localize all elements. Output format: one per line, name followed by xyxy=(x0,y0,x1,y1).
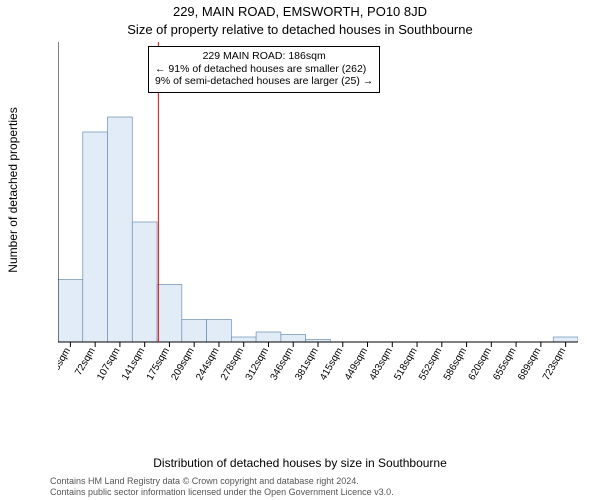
footnote: Contains HM Land Registry data © Crown c… xyxy=(50,476,590,499)
svg-text:141sqm: 141sqm xyxy=(120,346,147,382)
svg-text:175sqm: 175sqm xyxy=(145,346,172,382)
svg-text:209sqm: 209sqm xyxy=(169,346,196,382)
svg-text:586sqm: 586sqm xyxy=(442,346,469,382)
chart-annotation-box: 229 MAIN ROAD: 186sqm ← 91% of detached … xyxy=(148,46,380,93)
svg-text:312sqm: 312sqm xyxy=(244,346,271,382)
annotation-smaller-share: ← 91% of detached houses are smaller (26… xyxy=(155,63,373,76)
chart-subtitle: Size of property relative to detached ho… xyxy=(0,22,600,37)
svg-text:655sqm: 655sqm xyxy=(491,346,518,382)
svg-text:278sqm: 278sqm xyxy=(219,346,246,382)
svg-text:381sqm: 381sqm xyxy=(293,346,320,382)
svg-text:107sqm: 107sqm xyxy=(95,346,122,382)
annotation-larger-share: 9% of semi-detached houses are larger (2… xyxy=(155,75,373,88)
svg-text:38sqm: 38sqm xyxy=(58,346,73,377)
footnote-line-2: Contains public sector information licen… xyxy=(50,487,394,497)
chart-plot-area: 02040608010012038sqm72sqm107sqm141sqm175… xyxy=(58,42,578,387)
svg-text:518sqm: 518sqm xyxy=(392,346,419,382)
svg-text:415sqm: 415sqm xyxy=(318,346,345,382)
x-axis-label: Distribution of detached houses by size … xyxy=(0,456,600,470)
svg-text:72sqm: 72sqm xyxy=(73,346,98,377)
y-axis-label: Number of detached properties xyxy=(6,0,22,440)
footnote-line-1: Contains HM Land Registry data © Crown c… xyxy=(50,476,359,486)
chart-title: 229, MAIN ROAD, EMSWORTH, PO10 8JD xyxy=(0,4,600,19)
svg-text:346sqm: 346sqm xyxy=(269,346,296,382)
annotation-property: 229 MAIN ROAD: 186sqm xyxy=(155,50,373,63)
svg-text:723sqm: 723sqm xyxy=(541,346,568,382)
svg-text:689sqm: 689sqm xyxy=(516,346,543,382)
svg-text:483sqm: 483sqm xyxy=(368,346,395,382)
svg-text:552sqm: 552sqm xyxy=(417,346,444,382)
svg-text:244sqm: 244sqm xyxy=(194,346,221,382)
svg-text:620sqm: 620sqm xyxy=(467,346,494,382)
svg-text:449sqm: 449sqm xyxy=(343,346,370,382)
